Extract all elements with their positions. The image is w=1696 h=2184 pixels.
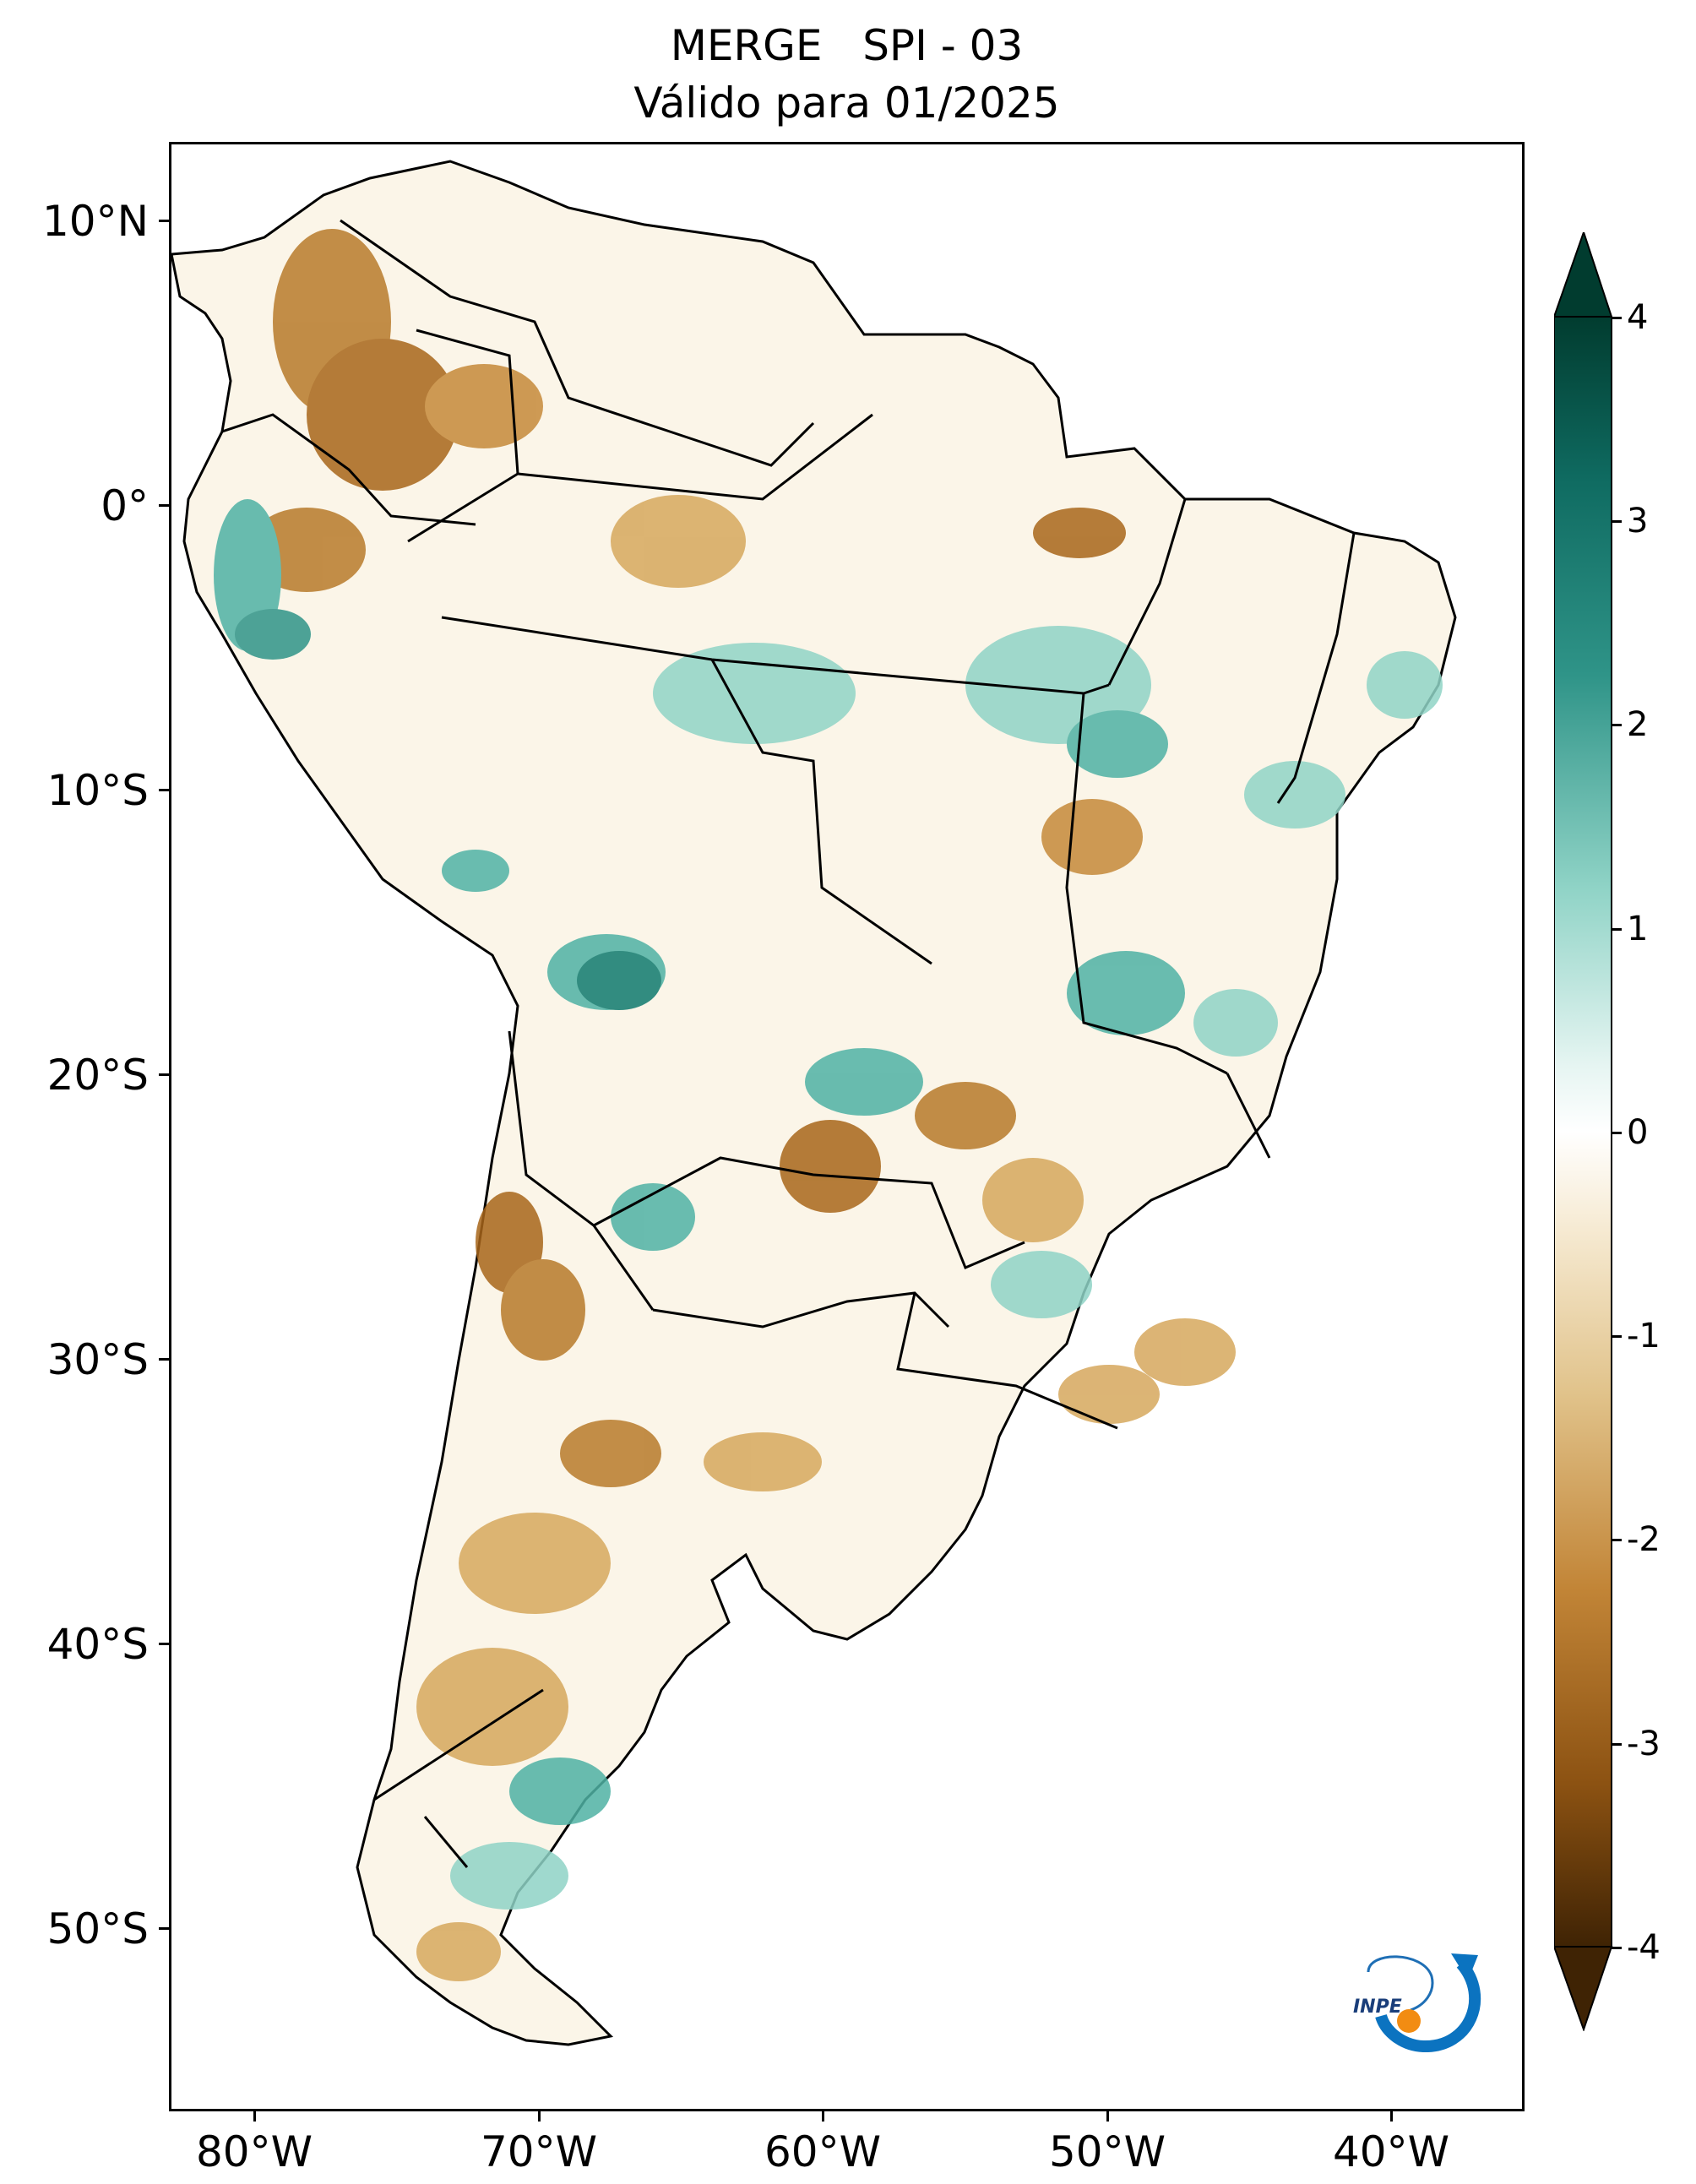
y-axis-label: 20°S	[46, 1051, 149, 1100]
colorbar-label: 0	[1627, 1113, 1649, 1152]
country-borders	[221, 219, 1356, 1868]
y-tick	[159, 1358, 169, 1361]
colorbar-tick	[1612, 1947, 1622, 1949]
inpe-logo-graphic: INPE	[1353, 1953, 1481, 2053]
x-axis-label: 40°W	[1332, 2127, 1450, 2176]
colorbar-extend-bottom	[1554, 1946, 1613, 2031]
x-tick	[1390, 2111, 1393, 2122]
y-tick	[159, 1643, 169, 1645]
x-axis-label: 70°W	[480, 2127, 598, 2176]
anomaly-patches	[214, 229, 1443, 1981]
inpe-logo-text: INPE	[1353, 1997, 1402, 2018]
colorbar-label: -1	[1627, 1317, 1661, 1355]
y-axis-label: 40°S	[46, 1620, 149, 1669]
colorbar-label: 2	[1627, 705, 1649, 744]
y-axis-label: 50°S	[46, 1904, 149, 1953]
y-tick	[159, 789, 169, 791]
colorbar-label: 3	[1627, 502, 1649, 541]
colorbar-tick	[1612, 1335, 1622, 1338]
y-tick	[159, 1073, 169, 1076]
y-tick	[159, 220, 169, 222]
spi-map	[171, 160, 1457, 2046]
x-axis-label: 60°W	[764, 2127, 882, 2176]
x-axis-label: 50°W	[1048, 2127, 1166, 2176]
colorbar	[1554, 232, 1613, 2031]
colorbar-label: -2	[1627, 1520, 1661, 1559]
colorbar-label: -4	[1627, 1928, 1661, 1967]
y-tick	[159, 504, 169, 507]
y-axis-label: 0°	[101, 481, 149, 530]
colorbar-tick	[1612, 1132, 1622, 1134]
y-axis-label: 10°N	[41, 197, 149, 246]
map-title: MERGE SPI - 03	[670, 21, 1024, 70]
colorbar-tick	[1612, 724, 1622, 726]
colorbar-label: -3	[1627, 1725, 1661, 1763]
inpe-logo: INPE	[1343, 1947, 1487, 2053]
x-tick	[1106, 2111, 1109, 2122]
colorbar-label: 4	[1627, 298, 1649, 337]
x-tick	[538, 2111, 541, 2122]
colorbar-tick	[1612, 928, 1622, 931]
colorbar-extend-top	[1554, 232, 1613, 318]
x-axis-label: 80°W	[195, 2127, 313, 2176]
colorbar-tick	[1612, 1743, 1622, 1746]
map-area	[169, 142, 1525, 2111]
x-tick	[822, 2111, 824, 2122]
colorbar-tick	[1612, 1539, 1622, 1541]
map-subtitle: Válido para 01/2025	[633, 79, 1060, 128]
colorbar-tick	[1612, 520, 1622, 523]
colorbar-label: 1	[1627, 910, 1649, 948]
colorbar-tick	[1612, 317, 1622, 319]
y-axis-label: 10°S	[46, 766, 149, 815]
x-tick	[253, 2111, 256, 2122]
y-axis-label: 30°S	[46, 1335, 149, 1384]
y-tick	[159, 1927, 169, 1930]
colorbar-gradient	[1554, 316, 1612, 1948]
